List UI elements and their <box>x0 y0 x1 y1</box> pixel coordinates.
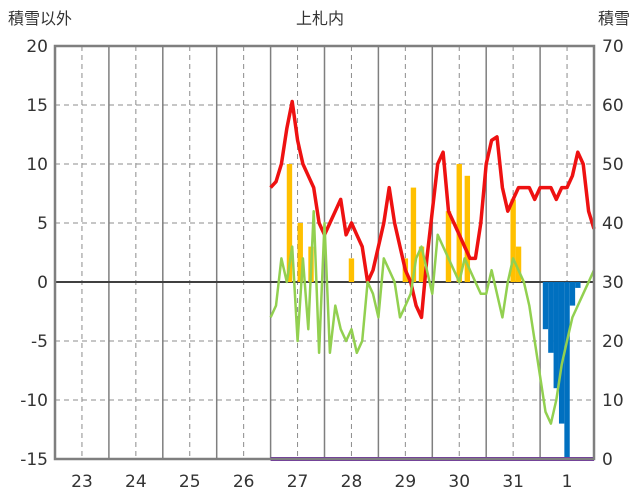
precip-bar-mark <box>410 187 417 282</box>
left-tick-label: -15 <box>20 450 48 470</box>
right-tick-label: 30 <box>602 273 624 293</box>
precip-bar-mark <box>348 258 355 282</box>
left-tick-label: 20 <box>26 37 48 57</box>
right-axis-label: 積雪 <box>598 9 630 28</box>
x-tick-label: 26 <box>233 472 255 492</box>
precip-bar-mark <box>456 164 462 282</box>
plot-frame <box>53 44 596 461</box>
precip-bar-mark <box>286 164 293 282</box>
left-tick-label: -5 <box>31 332 48 352</box>
left-tick-label: 15 <box>26 96 48 116</box>
right-tick-label: 60 <box>602 96 624 116</box>
precip-bar-mark <box>418 246 425 282</box>
right-ticks: 70 60 50 40 30 20 10 0 <box>602 37 624 470</box>
snow-bar-mark <box>558 282 565 424</box>
snow-bar-mark <box>564 282 570 459</box>
snow-bar-mark <box>542 282 549 330</box>
x-tick-label: 30 <box>448 472 470 492</box>
right-tick-label: 70 <box>602 37 624 57</box>
x-tick-label: 27 <box>287 472 309 492</box>
x-tick-label: 29 <box>395 472 417 492</box>
right-tick-label: 20 <box>602 332 624 352</box>
right-tick-label: 40 <box>602 214 624 234</box>
snow-bar-mark <box>548 282 554 353</box>
precip-bar-mark <box>515 246 522 282</box>
precip-bar-mark <box>464 175 471 282</box>
x-tick-label: 25 <box>179 472 201 492</box>
x-ticks: 23 24 25 26 27 28 29 30 31 1 <box>71 472 572 492</box>
precip-bar-mark <box>510 199 516 282</box>
left-ticks: 20 15 10 5 0 -5 -10 -15 <box>20 37 48 470</box>
left-tick-label: 10 <box>26 155 48 175</box>
precip-bar-mark <box>297 223 303 282</box>
grid <box>55 46 594 459</box>
snow-bar-mark <box>553 282 559 389</box>
right-tick-label: 0 <box>602 450 613 470</box>
x-tick-label: 28 <box>341 472 363 492</box>
chart-title: 上札内 <box>296 9 344 28</box>
snow-bar-mark <box>575 282 581 288</box>
x-tick-label: 31 <box>502 472 524 492</box>
snow-bar-mark <box>569 282 576 306</box>
precip-bar-mark <box>445 211 452 282</box>
x-tick-label: 1 <box>562 472 573 492</box>
left-axis-label: 積雪以外 <box>8 9 72 28</box>
left-tick-label: 0 <box>37 273 48 293</box>
x-tick-label: 23 <box>71 472 93 492</box>
left-tick-label: -10 <box>20 391 48 411</box>
x-tick-label: 24 <box>125 472 147 492</box>
right-tick-label: 50 <box>602 155 624 175</box>
right-tick-label: 10 <box>602 391 624 411</box>
left-tick-label: 5 <box>37 214 48 234</box>
dewpoint-line <box>269 209 596 425</box>
